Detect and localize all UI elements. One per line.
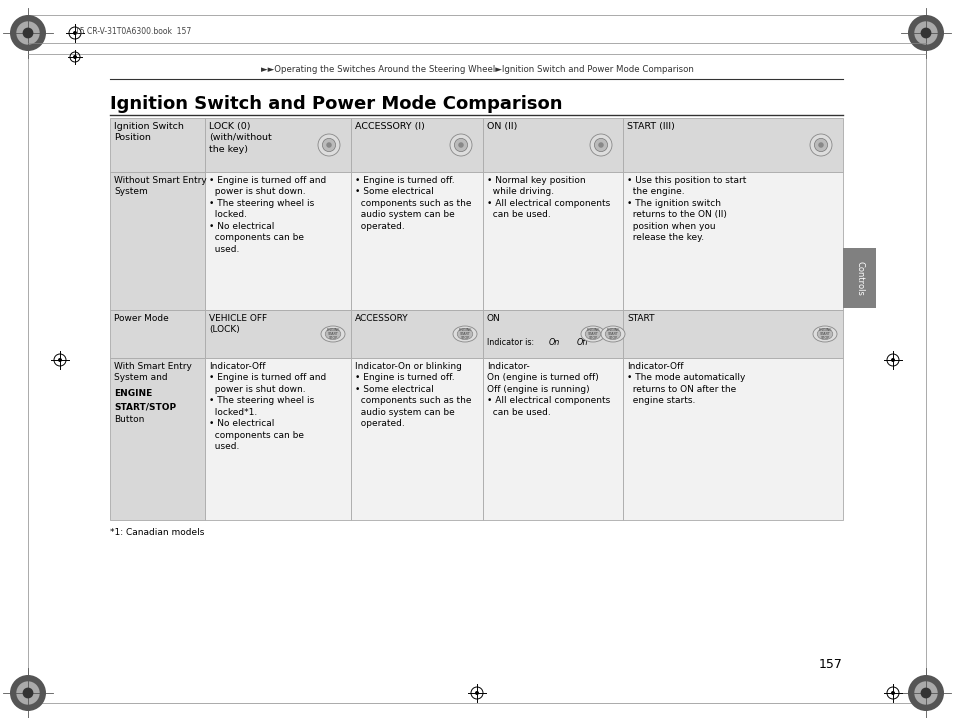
Text: 15 CR-V-31T0A6300.book  157: 15 CR-V-31T0A6300.book 157 — [75, 27, 191, 36]
Text: On: On — [548, 338, 559, 347]
Bar — [482, 118, 622, 172]
Circle shape — [73, 55, 77, 59]
Circle shape — [450, 134, 472, 156]
Bar — [482, 172, 622, 310]
Circle shape — [16, 22, 40, 45]
Circle shape — [907, 675, 943, 711]
Bar — [205, 358, 351, 520]
Text: Off: Off — [577, 338, 588, 347]
Bar — [110, 310, 205, 358]
Bar — [110, 118, 205, 172]
Ellipse shape — [812, 326, 836, 342]
Ellipse shape — [817, 328, 832, 340]
Bar — [842, 248, 875, 308]
Circle shape — [598, 142, 603, 148]
Text: Power Mode: Power Mode — [113, 314, 169, 323]
Text: START/STOP: START/STOP — [113, 402, 176, 411]
Text: ENGINE
START
STOP: ENGINE START STOP — [457, 327, 471, 340]
Text: • Engine is turned off.
• Some electrical
  components such as the
  audio syste: • Engine is turned off. • Some electrica… — [355, 176, 471, 230]
Circle shape — [814, 139, 827, 151]
Text: *1: Canadian models: *1: Canadian models — [110, 528, 204, 537]
Text: Controls: Controls — [855, 261, 863, 295]
Circle shape — [594, 139, 607, 151]
Bar — [205, 118, 351, 172]
Text: Button: Button — [113, 415, 144, 424]
Text: • Normal key position
  while driving.
• All electrical components
  can be used: • Normal key position while driving. • A… — [486, 176, 610, 220]
Ellipse shape — [580, 326, 604, 342]
Text: Indicator-Off
• The mode automatically
  returns to ON after the
  engine starts: Indicator-Off • The mode automatically r… — [626, 362, 744, 406]
Circle shape — [454, 139, 467, 151]
Circle shape — [890, 691, 894, 695]
Circle shape — [322, 139, 335, 151]
Text: Indicator-Off
• Engine is turned off and
  power is shut down.
• The steering wh: Indicator-Off • Engine is turned off and… — [209, 362, 326, 451]
Text: ACCESSORY: ACCESSORY — [355, 314, 408, 323]
Ellipse shape — [600, 326, 624, 342]
Bar — [205, 310, 351, 358]
Text: Without Smart Entry
System: Without Smart Entry System — [113, 176, 207, 197]
Circle shape — [73, 31, 77, 35]
Circle shape — [16, 681, 40, 704]
Text: ON (II): ON (II) — [486, 122, 517, 131]
Ellipse shape — [604, 328, 620, 340]
Bar — [351, 310, 482, 358]
Circle shape — [913, 22, 937, 45]
Text: ACCESSORY (I): ACCESSORY (I) — [355, 122, 424, 131]
Text: START (III): START (III) — [626, 122, 674, 131]
Text: ►►Operating the Switches Around the Steering Wheel►Ignition Switch and Power Mod: ►►Operating the Switches Around the Stee… — [260, 65, 693, 74]
Text: Ignition Switch and Power Mode Comparison: Ignition Switch and Power Mode Compariso… — [110, 95, 562, 113]
Text: START: START — [626, 314, 654, 323]
Circle shape — [457, 142, 463, 148]
Ellipse shape — [456, 328, 473, 340]
Circle shape — [58, 358, 62, 362]
Circle shape — [326, 142, 332, 148]
Ellipse shape — [320, 326, 345, 342]
Ellipse shape — [453, 326, 476, 342]
Text: ON: ON — [486, 314, 500, 323]
Circle shape — [818, 142, 822, 148]
Text: With Smart Entry
System and: With Smart Entry System and — [113, 362, 192, 383]
Text: ENGINE
START
STOP: ENGINE START STOP — [326, 327, 339, 340]
Bar — [622, 310, 842, 358]
Bar — [622, 172, 842, 310]
Circle shape — [920, 688, 930, 699]
Ellipse shape — [584, 328, 600, 340]
Circle shape — [907, 15, 943, 51]
Text: ENGINE
START
STOP: ENGINE START STOP — [818, 327, 831, 340]
Circle shape — [475, 691, 478, 695]
Circle shape — [23, 688, 33, 699]
Text: Ignition Switch
Position: Ignition Switch Position — [113, 122, 184, 142]
Circle shape — [890, 358, 894, 362]
Circle shape — [920, 27, 930, 38]
Text: • Use this position to start
  the engine.
• The ignition switch
  returns to th: • Use this position to start the engine.… — [626, 176, 745, 242]
Bar — [205, 172, 351, 310]
Text: • Engine is turned off and
  power is shut down.
• The steering wheel is
  locke: • Engine is turned off and power is shut… — [209, 176, 326, 253]
Circle shape — [589, 134, 612, 156]
Bar — [482, 310, 622, 358]
Bar — [351, 172, 482, 310]
Ellipse shape — [325, 328, 340, 340]
Circle shape — [23, 27, 33, 38]
Text: VEHICLE OFF
(LOCK): VEHICLE OFF (LOCK) — [209, 314, 267, 335]
Text: Indicator-
On (engine is turned off)
Off (engine is running)
• All electrical co: Indicator- On (engine is turned off) Off… — [486, 362, 610, 417]
Bar — [482, 358, 622, 520]
Circle shape — [10, 15, 46, 51]
Bar — [110, 358, 205, 520]
Bar — [351, 358, 482, 520]
Circle shape — [913, 681, 937, 704]
Bar — [622, 358, 842, 520]
Circle shape — [809, 134, 831, 156]
Text: LOCK (0)
(with/without
the key): LOCK (0) (with/without the key) — [209, 122, 272, 154]
Circle shape — [317, 134, 339, 156]
Bar — [622, 118, 842, 172]
Text: Indicator-On or blinking
• Engine is turned off.
• Some electrical
  components : Indicator-On or blinking • Engine is tur… — [355, 362, 471, 428]
Text: ENGINE
START
STOP: ENGINE START STOP — [586, 327, 599, 340]
Bar — [110, 172, 205, 310]
Circle shape — [10, 675, 46, 711]
Text: 157: 157 — [819, 658, 842, 671]
Bar — [351, 118, 482, 172]
Text: ENGINE
START
STOP: ENGINE START STOP — [605, 327, 619, 340]
Text: ENGINE: ENGINE — [113, 389, 152, 398]
Text: Indicator is:: Indicator is: — [486, 338, 534, 347]
